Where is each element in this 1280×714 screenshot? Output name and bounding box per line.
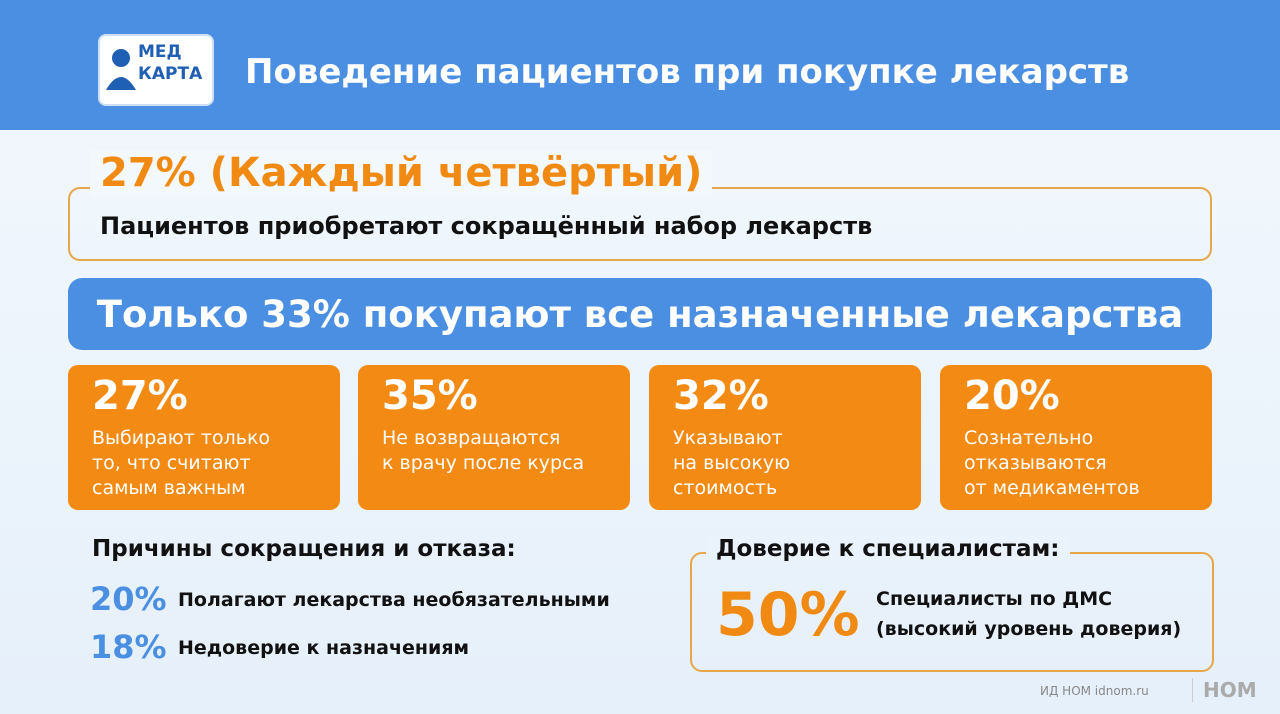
logo: МЕД КАРТА [98, 34, 214, 106]
banner: Только 33% покупают все назначенные лека… [68, 278, 1212, 350]
highlight-headline: 27% (Каждый четвёртый) [90, 150, 713, 196]
footer-source: ИД НОМ idnom.ru [1040, 684, 1149, 698]
stat-card: 32% Указывают на высокую стоимость [649, 365, 921, 510]
reason-percent: 18% [90, 628, 167, 666]
reason-percent: 20% [90, 580, 167, 618]
card-text: Не возвращаются [382, 427, 561, 449]
trust-percent: 50% [716, 580, 860, 650]
footer-brand: НОМ [1192, 678, 1257, 702]
reason-text: Недоверие к назначениям [178, 637, 470, 659]
logo-text: КАРТА [138, 64, 203, 84]
card-percent: 27% [92, 373, 188, 419]
card-text: к врачу после курса [382, 452, 585, 474]
card-text: на высокую [673, 452, 791, 474]
card-percent: 35% [382, 373, 478, 419]
title: Поведение пациентов при покупке лекарств [245, 52, 1130, 92]
trust-text: Специалисты по ДМС [876, 588, 1113, 610]
reasons-title: Причины сокращения и отказа: [92, 536, 516, 562]
card-text: то, что считают [92, 452, 251, 474]
stat-card: 35% Не возвращаются к врачу после курса [358, 365, 630, 510]
stat-card: 27% Выбирают только то, что считают самым в… [68, 365, 340, 510]
card-text: Указывают [673, 427, 783, 449]
card-text: самым важным [92, 477, 246, 499]
card-percent: 32% [673, 373, 769, 419]
highlight-text: Пациентов приобретают сокращённый набор … [100, 212, 873, 240]
reason-text: Полагают лекарства необязательными [178, 589, 610, 611]
trust-title: Доверие к специалистам: [706, 536, 1070, 562]
card-text: Сознательно [964, 427, 1094, 449]
card-text: стоимость [673, 477, 778, 499]
card-text: Выбирают только [92, 427, 271, 449]
card-text: от медикаментов [964, 477, 1140, 499]
card-percent: 20% [964, 373, 1060, 419]
trust-text: (высокий уровень доверия) [876, 618, 1182, 640]
logo-icon [106, 49, 136, 90]
stat-card: 20% Сознательно отказываются от медикаменто… [940, 365, 1212, 510]
logo-text: МЕД [138, 42, 182, 62]
card-text: отказываются [964, 452, 1107, 474]
